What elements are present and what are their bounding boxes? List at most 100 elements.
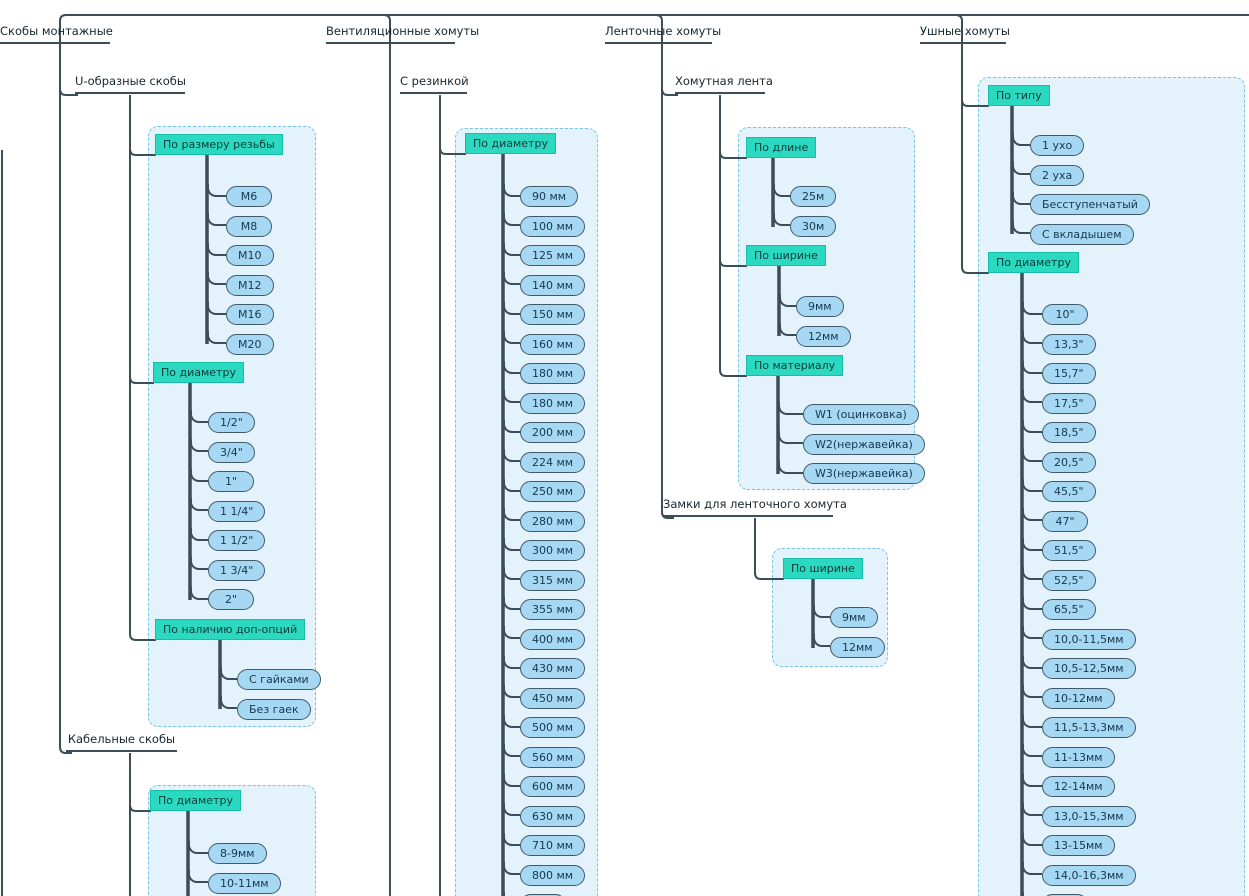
value-pill[interactable]: 125 мм — [520, 245, 586, 266]
value-pill[interactable]: 560 мм — [520, 746, 586, 768]
value-pill[interactable]: 1/2" — [208, 412, 255, 433]
header-by-diameter-cable[interactable]: По диаметру — [150, 790, 241, 811]
value-pill[interactable]: W3(нержавейка) — [803, 463, 925, 484]
value-pill[interactable]: 13,3" — [1042, 333, 1096, 355]
value-pill[interactable]: W2(нержавейка) — [803, 433, 925, 455]
value-pill[interactable]: 15,7" — [1042, 363, 1096, 384]
node-cable-brackets[interactable]: Кабельные скобы — [66, 732, 177, 752]
value-pill[interactable]: 200 мм — [520, 422, 586, 443]
value-pill[interactable]: 9мм — [796, 296, 844, 317]
header-by-width-tape[interactable]: По ширине — [746, 245, 826, 266]
header-by-options[interactable]: По наличию доп-опций — [155, 619, 306, 640]
value-pill[interactable]: 13,0-15,3мм — [1042, 805, 1136, 827]
value-pill[interactable]: М8 — [226, 215, 272, 237]
value-pill[interactable]: W1 (оцинковка) — [803, 404, 919, 425]
value-pill[interactable]: 9мм — [830, 607, 878, 628]
header-by-width-locks[interactable]: По ширине — [783, 558, 863, 579]
value-pill[interactable]: 3/4" — [208, 441, 255, 463]
node-mounting-brackets[interactable]: Скобы монтажные — [0, 24, 113, 44]
value-pill[interactable]: С гайками — [237, 669, 321, 690]
value-pill[interactable]: 450 мм — [520, 687, 586, 709]
header-by-diameter-ear[interactable]: По диаметру — [988, 252, 1079, 273]
value-pill[interactable]: Без гаек — [237, 698, 311, 720]
value-pill[interactable]: 400 мм — [520, 628, 586, 650]
node-u-shaped-brackets[interactable]: U-образные скобы — [75, 74, 186, 94]
value-pill[interactable]: 10,5-12,5мм — [1042, 658, 1136, 679]
value-pill[interactable]: 12мм — [830, 636, 885, 658]
value-pill[interactable]: 315 мм — [520, 569, 586, 591]
value-pill[interactable]: 150 мм — [520, 304, 586, 325]
value-pill[interactable]: 1 ухо — [1030, 135, 1085, 156]
header-by-diameter-vent[interactable]: По диаметру — [465, 133, 556, 154]
pill-row: 3/4" — [190, 439, 265, 463]
value-pill[interactable]: 12-14мм — [1042, 776, 1115, 797]
value-pill[interactable]: 180 мм — [520, 392, 586, 414]
pill-row: 2 уха — [1012, 162, 1150, 186]
value-pill[interactable]: 90 мм — [520, 186, 579, 207]
value-pill[interactable]: М12 — [226, 274, 274, 296]
value-pill[interactable]: 14,0-16,3мм — [1042, 864, 1136, 886]
value-pill[interactable]: 30м — [790, 215, 837, 237]
value-pill[interactable]: 2" — [208, 589, 254, 610]
value-pill[interactable]: 600 мм — [520, 776, 586, 797]
value-pill[interactable]: М20 — [226, 333, 274, 355]
value-pill[interactable]: 65,5" — [1042, 599, 1096, 620]
node-clamp-tape[interactable]: Хомутная лента — [675, 74, 773, 94]
header-by-length[interactable]: По длине — [746, 137, 817, 158]
value-pill[interactable]: 710 мм — [520, 835, 586, 856]
value-pill[interactable]: 100 мм — [520, 215, 586, 237]
value-pill[interactable]: 25м — [790, 186, 837, 207]
node-with-rubber[interactable]: С резинкой — [400, 74, 469, 94]
value-pill[interactable]: 10" — [1042, 304, 1088, 325]
connector-elbow-icon — [503, 803, 520, 816]
value-pill[interactable]: 160 мм — [520, 333, 586, 355]
value-pill[interactable]: 10,0-11,5мм — [1042, 628, 1136, 650]
node-ventilation-clamps[interactable]: Вентиляционные хомуты — [326, 24, 479, 44]
value-pill[interactable]: 1 3/4" — [208, 559, 266, 581]
value-pill[interactable]: 51,5" — [1042, 540, 1096, 561]
value-pill[interactable]: 250 мм — [520, 481, 586, 502]
value-pill[interactable]: 1 1/4" — [208, 500, 266, 522]
value-pill[interactable]: 11-13мм — [1042, 746, 1115, 768]
value-pill[interactable]: 47" — [1042, 510, 1088, 532]
value-pill[interactable]: 180 мм — [520, 363, 586, 384]
header-by-material[interactable]: По материалу — [746, 355, 844, 376]
value-pill[interactable]: Бесступенчатый — [1030, 194, 1150, 215]
value-pill[interactable]: 300 мм — [520, 540, 586, 561]
value-pill[interactable]: 52,5" — [1042, 569, 1096, 591]
value-pill[interactable]: 2 уха — [1030, 164, 1085, 186]
header-by-thread-size[interactable]: По размеру резьбы — [155, 134, 283, 155]
value-pill[interactable]: 500 мм — [520, 717, 586, 738]
value-pill[interactable]: 800 мм — [520, 864, 586, 886]
node-band-clamps[interactable]: Ленточные хомуты — [605, 24, 721, 44]
value-pill[interactable]: 18,5" — [1042, 422, 1096, 443]
value-pill[interactable]: 17,5" — [1042, 392, 1096, 414]
header-by-type[interactable]: По типу — [988, 85, 1050, 106]
value-pill[interactable]: 1 1/2" — [208, 530, 266, 551]
value-pill[interactable]: 355 мм — [520, 599, 586, 620]
header-by-diameter-u[interactable]: По диаметру — [153, 362, 244, 383]
connector-elbow-icon — [188, 870, 208, 883]
value-pill[interactable]: 10-12мм — [1042, 687, 1115, 709]
value-pill[interactable]: 430 мм — [520, 658, 586, 679]
node-band-clamp-locks[interactable]: Замки для ленточного хомута — [663, 497, 847, 517]
value-pill[interactable]: С вкладышем — [1030, 223, 1134, 245]
value-pill[interactable]: 1" — [208, 471, 254, 492]
value-pill[interactable]: 11,5-13,3мм — [1042, 717, 1136, 738]
value-pill[interactable]: 630 мм — [520, 805, 586, 827]
value-pill[interactable]: М10 — [226, 245, 274, 266]
value-pill[interactable]: 280 мм — [520, 510, 586, 532]
value-pill[interactable]: 8-9мм — [208, 843, 267, 864]
value-pill[interactable]: 45,5" — [1042, 481, 1096, 502]
value-pill[interactable]: М6 — [226, 186, 272, 207]
value-pill[interactable]: 140 мм — [520, 274, 586, 296]
value-pill[interactable]: 224 мм — [520, 451, 586, 473]
pill-row: 10,0-11,5мм — [1022, 626, 1136, 650]
value-pill[interactable]: 12мм — [796, 325, 851, 347]
value-pill[interactable]: 10-11мм — [208, 872, 281, 894]
value-pill[interactable]: 20,5" — [1042, 451, 1096, 473]
node-ear-clamps[interactable]: Ушные хомуты — [920, 24, 1010, 44]
value-pill[interactable]: 13-15мм — [1042, 835, 1115, 856]
value-pill[interactable]: М16 — [226, 304, 274, 325]
